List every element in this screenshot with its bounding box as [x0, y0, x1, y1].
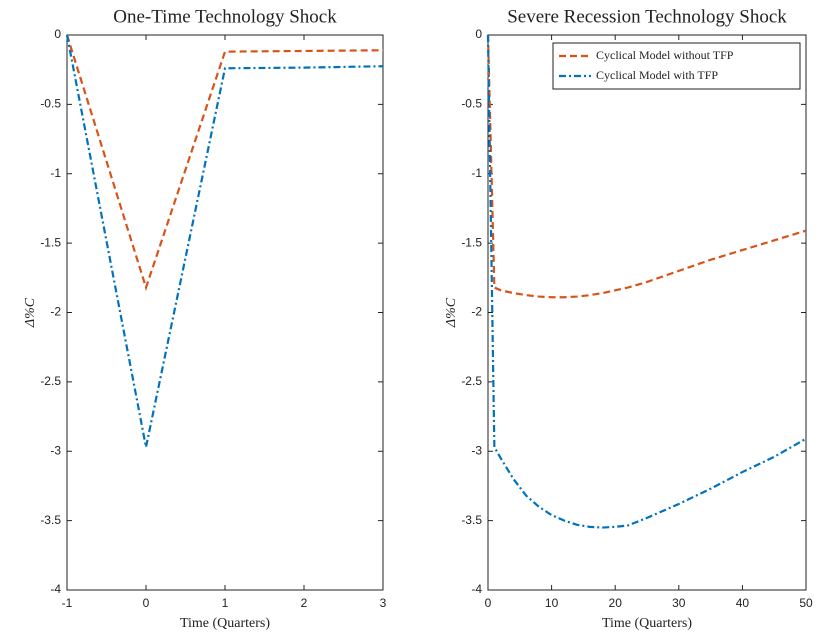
- y-tick-label: -0.5: [461, 97, 482, 111]
- legend-box: [552, 42, 801, 90]
- x-tick-label: 0: [143, 596, 150, 610]
- y-tick-label: -3: [471, 443, 482, 457]
- y-tick-label: -3: [50, 443, 61, 457]
- y-axis-label: Δ%C: [444, 297, 459, 328]
- x-tick-label: 50: [799, 596, 813, 610]
- x-tick-label: 40: [736, 596, 750, 610]
- x-tick-label: 0: [485, 596, 492, 610]
- series-line: [486, 34, 807, 299]
- x-tick-label: 2: [301, 596, 308, 610]
- x-tick-label: -1: [62, 596, 73, 610]
- series-line: [486, 34, 807, 529]
- y-tick-label: -1: [471, 166, 482, 180]
- y-tick-label: -2.5: [40, 374, 61, 388]
- legend-label: Cyclical Model without TFP: [596, 48, 734, 62]
- y-tick-label: 0: [475, 27, 482, 41]
- y-tick-label: -3.5: [461, 513, 482, 527]
- x-axis-label: Time (Quarters): [180, 616, 270, 631]
- y-tick-label: 0: [54, 27, 61, 41]
- x-tick-label: 20: [609, 596, 623, 610]
- legend: Cyclical Model without TFP Cyclical Model…: [552, 42, 801, 90]
- chart-title: One-Time Technology Shock: [113, 6, 337, 27]
- y-axis-label: Δ%C: [23, 297, 38, 328]
- x-tick-label: 3: [380, 596, 387, 610]
- plot-frame: [487, 34, 807, 591]
- y-tick-label: -4: [471, 582, 482, 596]
- y-tick-label: -3.5: [40, 513, 61, 527]
- x-axis-label: Time (Quarters): [602, 616, 692, 631]
- y-tick-label: -2: [50, 305, 61, 319]
- x-tick-label: 10: [545, 596, 559, 610]
- y-tick-label: -0.5: [40, 97, 61, 111]
- y-tick-label: -2.5: [461, 374, 482, 388]
- series-line: [65, 34, 384, 448]
- x-tick-label: 1: [222, 596, 229, 610]
- y-tick-label: -2: [471, 305, 482, 319]
- y-tick-label: -1.5: [40, 235, 61, 249]
- legend-label: Cyclical Model with TFP: [596, 68, 718, 82]
- y-tick-label: -1.5: [461, 235, 482, 249]
- plot-frame: [66, 34, 384, 591]
- y-tick-label: -1: [50, 166, 61, 180]
- x-tick-label: 30: [672, 596, 686, 610]
- series-line: [65, 34, 384, 292]
- y-tick-label: -4: [50, 582, 61, 596]
- chart-title: Severe Recession Technology Shock: [507, 6, 787, 27]
